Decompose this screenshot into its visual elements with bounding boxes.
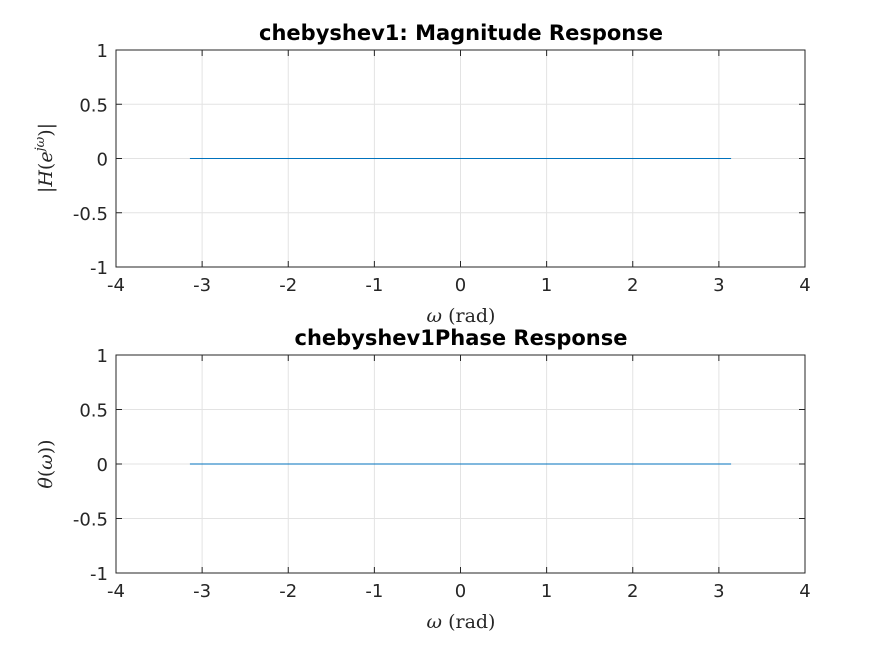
- magnitude-x-tick-label: 0: [455, 275, 466, 296]
- phase-x-tick-label: 2: [627, 581, 638, 602]
- magnitude-y-axis-label: |H(ejω)|: [33, 123, 57, 193]
- magnitude-x-tick-label: -2: [279, 275, 297, 296]
- magnitude-x-tick-label: 2: [627, 275, 638, 296]
- magnitude-x-tick-label: 1: [541, 275, 552, 296]
- phase-y-tick-marks: [116, 354, 805, 574]
- phase-x-tick-label: -1: [365, 581, 383, 602]
- phase-x-tick-label: 3: [713, 581, 724, 602]
- phase-y-tick-label: 0.5: [79, 401, 108, 422]
- magnitude-y-tick-label: 0.5: [79, 95, 108, 116]
- magnitude-x-axis-label: ω (rad): [427, 305, 496, 327]
- magnitude-x-tick-labels: -4 -3 -2 -1 0 1 2 3 4: [107, 275, 811, 296]
- phase-title: chebyshev1Phase Response: [295, 326, 628, 350]
- magnitude-x-tick-label: 3: [713, 275, 724, 296]
- phase-x-tick-label: -3: [193, 581, 211, 602]
- phase-x-tick-label: -2: [279, 581, 297, 602]
- magnitude-x-tick-label: -1: [365, 275, 383, 296]
- magnitude-y-tick-label: -0.5: [73, 204, 108, 225]
- magnitude-x-tick-label: 4: [799, 275, 810, 296]
- magnitude-x-tick-label: -3: [193, 275, 211, 296]
- phase-x-tick-label: 1: [541, 581, 552, 602]
- magnitude-title: chebyshev1: Magnitude Response: [259, 21, 663, 45]
- phase-y-tick-label: 0: [97, 455, 108, 476]
- phase-y-tick-labels: 1 0.5 0 -0.5 -1: [73, 346, 108, 585]
- magnitude-y-tick-marks: [116, 49, 805, 268]
- phase-x-tick-marks: [115, 355, 806, 573]
- phase-x-tick-label: -4: [107, 581, 125, 602]
- phase-y-axis-label: θ(ω)): [35, 439, 57, 488]
- phase-x-axis-label: ω (rad): [427, 611, 496, 633]
- phase-subplot: -4 -3 -2 -1 0 1 2 3 4 1 0.5 0 -0.5 -1 chebyshev1Phas…: [35, 326, 811, 633]
- phase-y-tick-label: -0.5: [73, 510, 108, 531]
- phase-y-tick-label: -1: [90, 564, 108, 585]
- magnitude-x-tick-marks: [115, 50, 806, 267]
- magnitude-y-tick-label: -1: [90, 258, 108, 279]
- phase-x-tick-label: 4: [799, 581, 810, 602]
- magnitude-y-tick-label: 0: [97, 150, 108, 171]
- phase-y-tick-label: 1: [97, 346, 108, 367]
- magnitude-y-tick-label: 1: [97, 41, 108, 62]
- phase-x-tick-label: 0: [455, 581, 466, 602]
- magnitude-y-tick-labels: 1 0.5 0 -0.5 -1: [73, 41, 108, 279]
- phase-x-tick-labels: -4 -3 -2 -1 0 1 2 3 4: [107, 581, 811, 602]
- magnitude-x-tick-label: -4: [107, 275, 125, 296]
- magnitude-subplot: -4 -3 -2 -1 0 1 2 3 4 1 0.5 0 -0.5 -1 chebyshev1: Ma…: [33, 21, 811, 327]
